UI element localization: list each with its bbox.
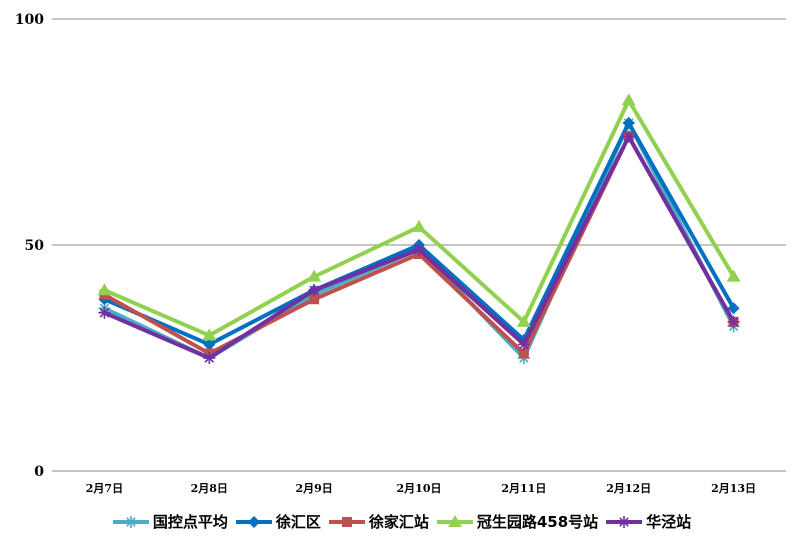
x-tick-label: 2月13日: [711, 482, 756, 495]
y-tick-label: 0: [34, 464, 44, 480]
legend-label: 徐家汇站: [368, 513, 429, 531]
data-point: [202, 328, 217, 341]
legend-marker: [447, 514, 462, 527]
data-point: [517, 338, 530, 351]
data-point: [203, 352, 216, 364]
legend-label: 冠生园路458号站: [476, 513, 599, 531]
data-point: [622, 116, 635, 129]
legend-item: 徐汇区: [235, 511, 321, 532]
legend-item: 华泾站: [606, 511, 691, 532]
legend-marker: [247, 515, 260, 528]
data-point: [727, 315, 740, 328]
data-point: [621, 93, 636, 106]
legend: 国控点平均 徐汇区 徐家汇站 冠生园路458号站 华泾站: [0, 511, 804, 532]
data-point: [98, 306, 111, 319]
data-point: [203, 338, 216, 351]
legend-swatch: [112, 515, 149, 528]
data-point: [412, 219, 426, 232]
data-point: [622, 130, 635, 143]
legend-swatch: [606, 515, 643, 528]
plot-area: 0 50 100 2月7日 2月8日 2月9日 2月10日 2月11日 2月12日 2月13日: [15, 12, 786, 495]
legend-label: 华泾站: [646, 513, 692, 531]
legend-swatch: [328, 516, 365, 527]
x-tick-label: 2月10日: [397, 482, 442, 495]
data-point: [727, 302, 740, 315]
y-tick-label: 50: [25, 238, 45, 254]
legend-marker: [124, 515, 137, 528]
data-point: [307, 269, 322, 282]
data-point: [309, 294, 320, 305]
data-point: [97, 283, 112, 296]
legend-item: 徐家汇站: [328, 511, 429, 532]
data-point: [518, 348, 529, 359]
legend-label: 徐汇区: [275, 513, 321, 531]
data-point: [413, 243, 425, 256]
legend-swatch: [235, 515, 272, 528]
x-tick-label: 2月9日: [295, 482, 332, 495]
legend-item: 国控点平均: [112, 511, 228, 532]
data-point: [516, 314, 531, 327]
series-line: [103, 98, 736, 338]
legend-marker: [341, 516, 352, 527]
x-tick-label: 2月12日: [606, 482, 651, 495]
legend-swatch: [436, 514, 473, 527]
legend-label: 国控点平均: [152, 513, 228, 531]
x-tick-label: 2月7日: [86, 482, 123, 495]
data-point: [726, 269, 741, 282]
data-point: [308, 284, 321, 297]
x-tick-label: 2月11日: [501, 482, 546, 495]
legend-marker: [618, 515, 631, 528]
y-tick-label: 100: [15, 12, 44, 28]
legend-item: 冠生园路458号站: [436, 511, 599, 532]
x-tick-label: 2月8日: [191, 482, 228, 495]
